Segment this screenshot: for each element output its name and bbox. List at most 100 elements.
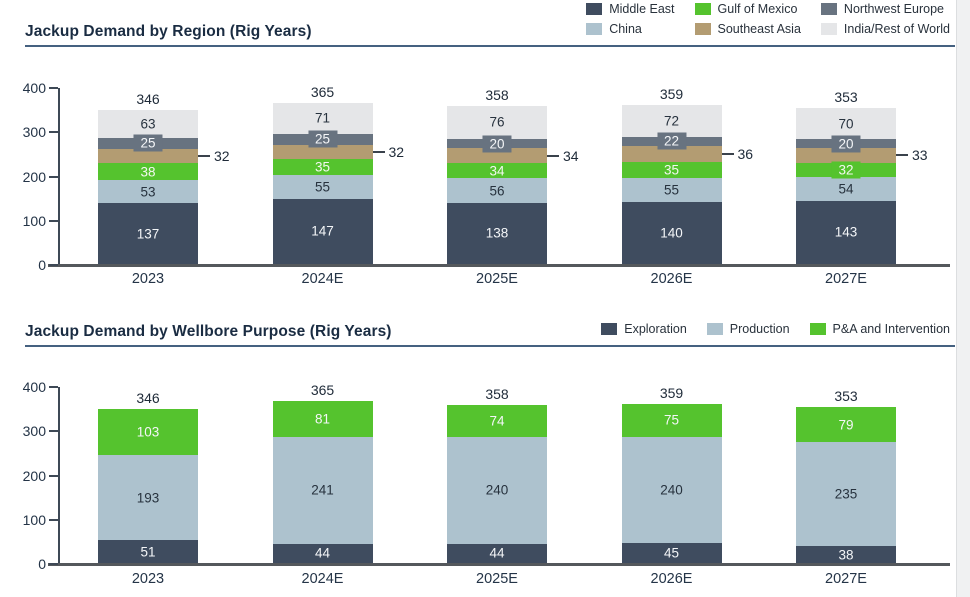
x-tick-label: 2026E <box>650 271 693 287</box>
bar-segment: 34 <box>447 163 547 179</box>
segment-label: 45 <box>663 545 680 561</box>
bar: 358 44 240 74 <box>447 386 547 563</box>
total-label: 358 <box>485 385 509 402</box>
y-tick-label: 400 <box>22 379 46 395</box>
y-tick-label: 100 <box>22 212 46 229</box>
segment-label: 32 <box>388 144 405 161</box>
segment-label: 74 <box>489 413 505 429</box>
total-label: 358 <box>485 86 509 103</box>
segment-label: 55 <box>314 179 331 195</box>
bar-segment: 140 <box>621 202 722 264</box>
x-tick-label: 2025E <box>476 271 518 287</box>
y-tick <box>49 87 58 89</box>
segment-label: 235 <box>834 486 858 502</box>
leader-line <box>198 155 210 158</box>
segment-label: 25 <box>133 134 163 152</box>
segment-label: 38 <box>140 164 156 180</box>
legend-label: Southeast Asia <box>717 22 801 36</box>
segment-label: 76 <box>489 114 505 130</box>
leader-line <box>721 153 734 156</box>
segment-label: 138 <box>485 225 509 241</box>
y-tick <box>49 264 58 266</box>
y-tick <box>49 563 58 565</box>
y-tick-label: 300 <box>22 124 46 141</box>
bar-segment: 241 <box>272 436 373 544</box>
y-tick-label: 0 <box>38 556 46 572</box>
y-tick <box>49 474 58 477</box>
segment-label: 51 <box>140 544 156 560</box>
bar-segment: 55 <box>272 174 373 199</box>
total-label: 359 <box>659 384 684 401</box>
x-axis-labels: 2023 2024E 2025E 2026E 2027E <box>0 271 956 291</box>
y-tick <box>49 131 58 134</box>
legend-swatch <box>820 3 837 15</box>
segment-label: 34 <box>489 163 505 179</box>
bar-segment: 35 <box>272 159 373 175</box>
legend-swatch <box>809 323 826 335</box>
bar-segment: 20 <box>447 135 547 153</box>
legend-item: Production <box>706 322 790 336</box>
segment-label: 34 <box>563 147 579 164</box>
bar-segment: 33 <box>796 147 928 163</box>
total-label: 353 <box>834 388 858 405</box>
outside-segment-label: 36 <box>721 146 753 162</box>
segment-label: 20 <box>831 135 861 153</box>
chart-title: Jackup Demand by Region (Rig Years) <box>25 23 312 40</box>
legend-item: Southeast Asia <box>694 22 801 36</box>
legend-swatch <box>586 23 603 35</box>
segment-label: 75 <box>663 412 680 428</box>
legend-label: P&A and Intervention <box>832 322 950 336</box>
total-label: 365 <box>310 382 335 399</box>
legend-swatch <box>706 323 723 335</box>
segment-label: 20 <box>482 135 512 153</box>
outside-segment-label: 33 <box>896 147 928 163</box>
segment-label: 193 <box>136 490 160 506</box>
segment-label: 103 <box>136 424 160 440</box>
y-tick <box>49 219 58 222</box>
segment-label: 35 <box>663 162 680 178</box>
bar: 365 147 55 35 32 25 71 <box>272 84 404 264</box>
legend-label: Exploration <box>624 322 687 336</box>
outside-segment-label: 32 <box>372 144 405 161</box>
segment-label: 70 <box>838 116 854 132</box>
bar-segment: 45 <box>621 543 722 563</box>
y-axis <box>58 387 60 565</box>
legend-item: Exploration <box>601 322 687 336</box>
bar-segment: 20 <box>796 135 896 153</box>
bar-segment: 56 <box>447 178 547 203</box>
segment-label: 79 <box>838 417 854 433</box>
bar: 359 140 55 35 36 22 72 <box>621 86 753 264</box>
bar-segment: 53 <box>98 179 198 204</box>
bar-segment: 63 <box>98 110 198 138</box>
segment-label: 32 <box>214 148 230 165</box>
segment-label: 22 <box>656 132 687 150</box>
chart-legend: Exploration Production P&A and Interventio… <box>601 322 950 336</box>
y-tick <box>49 430 58 433</box>
total-label: 346 <box>136 390 160 407</box>
bar-segment: 38 <box>796 546 896 563</box>
y-tick-label: 300 <box>22 423 46 440</box>
legend-item: Gulf of Mexico <box>694 2 801 16</box>
bar-segment: 193 <box>98 455 198 541</box>
legend-item: P&A and Intervention <box>809 322 950 336</box>
bar-segment: 54 <box>796 176 896 201</box>
bar: 365 44 241 81 <box>272 382 373 563</box>
x-tick-label: 2026E <box>650 571 693 587</box>
y-tick <box>49 175 58 178</box>
chart-legend: Middle East Gulf of Mexico Northwest Europ… <box>586 2 950 36</box>
bar-segment: 32 <box>98 148 230 164</box>
bar-segment: 79 <box>796 407 896 443</box>
bar: 353 38 235 79 <box>796 388 896 563</box>
segment-label: 241 <box>311 482 334 498</box>
bar-segment: 137 <box>98 203 198 264</box>
total-label: 346 <box>136 91 160 108</box>
bar-segment: 44 <box>447 543 547 563</box>
bar-segment: 25 <box>98 134 198 152</box>
total-label: 365 <box>310 83 335 100</box>
segment-label: 143 <box>834 224 858 240</box>
legend-label: China <box>609 22 642 36</box>
bar-segment: 32 <box>796 161 896 179</box>
plot-area: 0 100 200 300 400 346 51 193 103 365 44 241 81 358 44 2… <box>0 379 956 572</box>
y-tick <box>49 386 58 388</box>
